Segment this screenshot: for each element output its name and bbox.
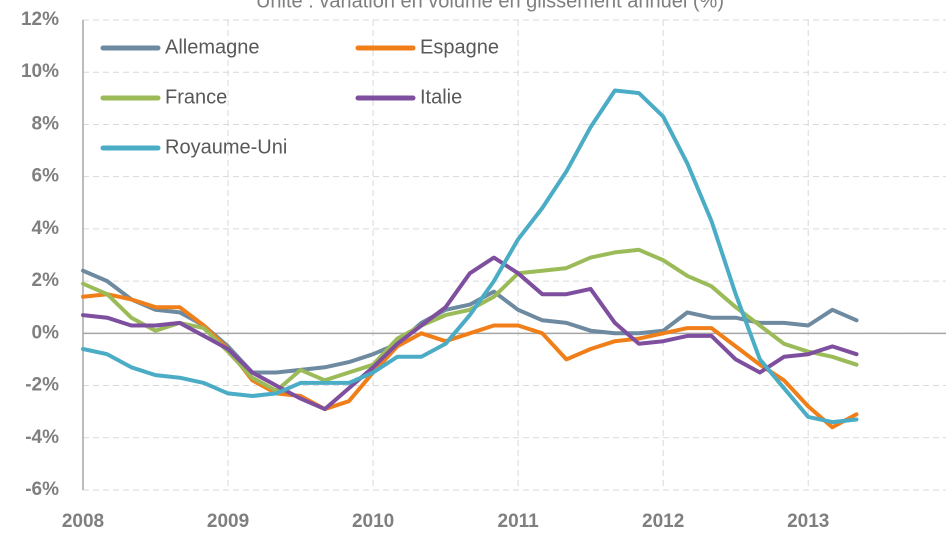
series-line <box>81 247 859 393</box>
series-line <box>81 255 859 412</box>
y-tick-label: 10% <box>21 61 59 82</box>
legend-label: Italie <box>420 86 462 108</box>
y-tick-label: 6% <box>32 166 60 187</box>
y-tick-label: 8% <box>32 113 60 134</box>
y-tick-label: -4% <box>25 427 59 448</box>
y-tick-label: -6% <box>25 479 59 500</box>
x-tick-label: 2011 <box>498 511 540 532</box>
legend-label: France <box>165 86 227 108</box>
y-tick-label: 4% <box>32 218 60 239</box>
y-tick-label: 12% <box>21 9 59 30</box>
legend-label: Royaume-Uni <box>165 136 287 158</box>
x-tick-label: 2009 <box>207 511 249 532</box>
y-tick-label: -2% <box>25 375 59 396</box>
y-tick-label: 2% <box>32 270 60 291</box>
series-line <box>81 88 859 425</box>
y-tick-label: 0% <box>32 322 60 343</box>
x-tick-label: 2012 <box>642 511 684 532</box>
legend-label: Espagne <box>420 36 499 58</box>
legend-label: Allemagne <box>165 36 260 58</box>
chart-title: Unité : variation en volume en glissemen… <box>256 0 724 12</box>
x-tick-label: 2013 <box>787 511 829 532</box>
x-tick-label: 2008 <box>62 511 104 532</box>
x-tick-label: 2010 <box>352 511 394 532</box>
